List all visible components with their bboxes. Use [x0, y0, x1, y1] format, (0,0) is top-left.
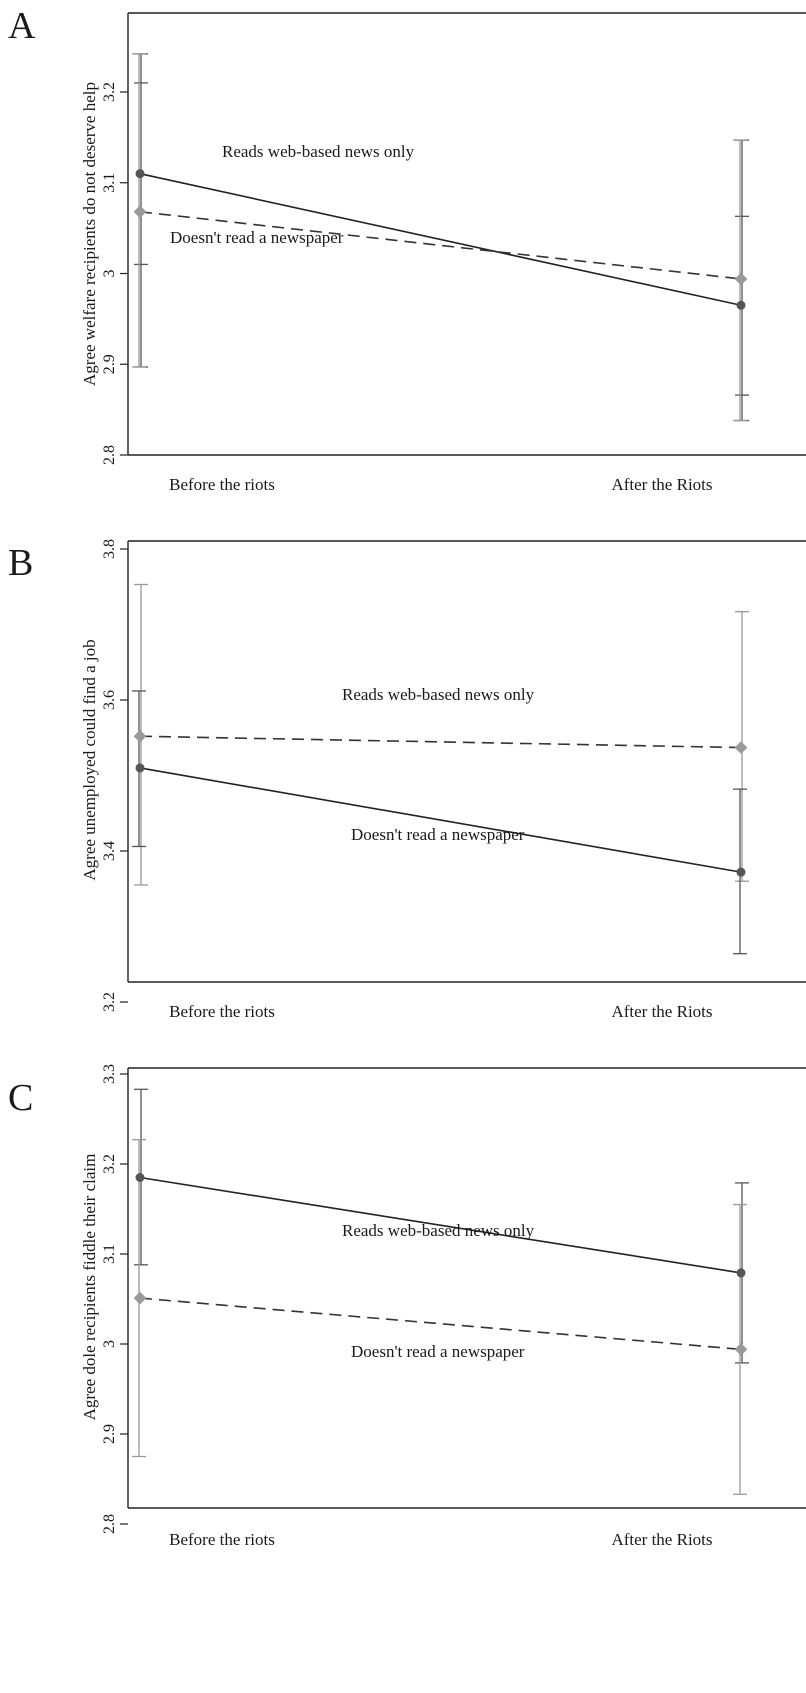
series-line-c-s0 [139, 1176, 742, 1274]
point-c-s0-0 [135, 1173, 145, 1182]
series-line-b-s1 [139, 767, 742, 873]
series-label-a-none: Doesn't read a newspaper [170, 228, 344, 247]
panel-b-marks [132, 583, 749, 955]
panel-a-frame [127, 12, 806, 456]
panel-b-frame [127, 540, 806, 983]
y-tick-label-a-3: 3.1 [101, 173, 118, 193]
y-tick-label-b-0: 3.2 [101, 992, 118, 1012]
x-tick-label-b-1: After the Riots [611, 1002, 712, 1021]
point-c-s1-0 [133, 1291, 147, 1305]
panel-a-marks [132, 53, 749, 422]
y-axis-title-b: Agree unemployed could find a job [80, 639, 99, 880]
y-tick-label-a-4: 3.2 [101, 82, 118, 102]
series-label-b-none: Doesn't read a newspaper [351, 825, 525, 844]
y-tick-label-c-1: 2.9 [101, 1424, 118, 1444]
panel-c-y-ticks: 2.8 2.9 3 3.1 3.2 3.3 [101, 1064, 128, 1534]
series-label-c-none: Doesn't read a newspaper [351, 1342, 525, 1361]
y-axis-title-c: Agree dole recipients fiddle their claim [80, 1154, 99, 1421]
x-tick-label-a-0: Before the riots [169, 475, 275, 494]
panel-c-frame [127, 1067, 806, 1509]
y-tick-label-a-1: 2.9 [101, 354, 118, 374]
panel-a: A 2.8 2.9 3 3.1 3.2 Agree welfare recipients… [8, 5, 806, 494]
x-tick-label-c-0: Before the riots [169, 1530, 275, 1549]
y-axis-title-a: Agree welfare recipients do not deserve … [80, 82, 99, 386]
y-tick-label-b-3: 3.8 [101, 539, 118, 559]
panel-b-y-ticks: 3.2 3.4 3.6 3.8 [101, 539, 128, 1012]
panel-label-b: B [8, 542, 33, 584]
series-label-b-web: Reads web-based news only [342, 685, 535, 704]
point-b-s1-0 [135, 763, 145, 773]
point-c-s1-1 [734, 1343, 748, 1356]
point-a-s0-0 [135, 169, 145, 179]
panel-label-a: A [8, 5, 36, 47]
series-line-a-s0 [139, 172, 742, 307]
y-tick-label-c-0: 2.8 [101, 1514, 118, 1534]
y-tick-label-c-2: 3 [101, 1340, 118, 1348]
point-a-s0-1 [736, 300, 746, 310]
y-tick-label-b-1: 3.4 [101, 841, 118, 861]
panel-c-marks [132, 1088, 749, 1495]
point-b-s0-0 [133, 729, 147, 743]
x-tick-label-a-1: After the Riots [611, 475, 712, 494]
panel-b: B 3.2 3.4 3.6 3.8 Agree unemployed could fi… [8, 539, 806, 1021]
x-tick-label-b-0: Before the riots [169, 1002, 275, 1021]
series-line-a-s1 [139, 210, 742, 280]
point-a-s1-1 [734, 272, 748, 286]
y-tick-label-a-0: 2.8 [101, 445, 118, 465]
panel-label-c: C [8, 1077, 33, 1119]
y-tick-label-c-4: 3.2 [101, 1154, 118, 1174]
point-c-s0-1 [736, 1268, 746, 1278]
y-tick-label-b-2: 3.6 [101, 690, 118, 710]
series-label-c-web: Reads web-based news only [342, 1221, 535, 1240]
y-tick-label-c-3: 3.1 [101, 1244, 118, 1264]
series-line-b-s0 [139, 735, 742, 749]
point-b-s1-1 [736, 867, 746, 877]
x-tick-label-c-1: After the Riots [611, 1530, 712, 1549]
series-label-a-web: Reads web-based news only [222, 142, 415, 161]
panel-a-y-ticks: 2.8 2.9 3 3.1 3.2 [101, 82, 128, 465]
y-tick-label-a-2: 3 [101, 270, 118, 278]
y-tick-label-c-5: 3.3 [101, 1064, 118, 1084]
series-line-c-s1 [139, 1297, 742, 1351]
point-a-s1-0 [133, 205, 147, 219]
panel-c: C 2.8 2.9 3 3.1 3.2 3.3 Agree dole recipients… [8, 1064, 806, 1549]
point-b-s0-1 [734, 741, 748, 754]
